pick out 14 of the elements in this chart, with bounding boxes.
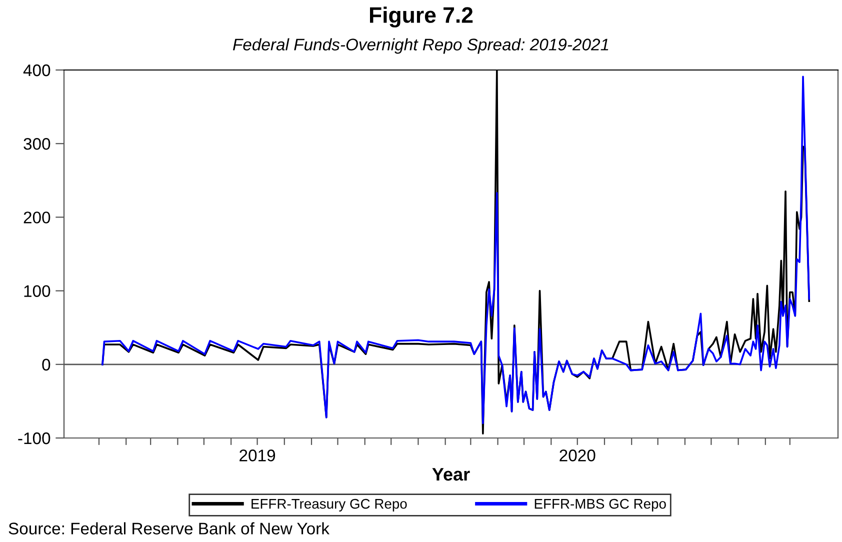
y-tick-label: 300 — [24, 138, 50, 150]
legend-label: EFFR-MBS GC Repo — [534, 498, 666, 512]
y-tick-label: 0 — [42, 358, 50, 371]
chart-title: Figure 7.2 — [370, 6, 473, 28]
y-tick-label: 100 — [24, 285, 50, 298]
source-note: Source: Federal Reserve Bank of New York — [8, 522, 330, 534]
y-tick-label: 400 — [23, 64, 50, 76]
x-tick-label: 2019 — [240, 450, 276, 462]
y-tick-label: 200 — [24, 212, 50, 224]
y-tick-label: -100 — [18, 432, 50, 444]
x-axis-title: Year — [432, 468, 470, 481]
chart-subtitle: Federal Funds-Overnight Repo Spread: 2019-2021 — [232, 38, 608, 54]
x-tick-label: 2020 — [560, 450, 596, 462]
legend-label: EFFR-Treasury GC Repo — [252, 498, 407, 512]
